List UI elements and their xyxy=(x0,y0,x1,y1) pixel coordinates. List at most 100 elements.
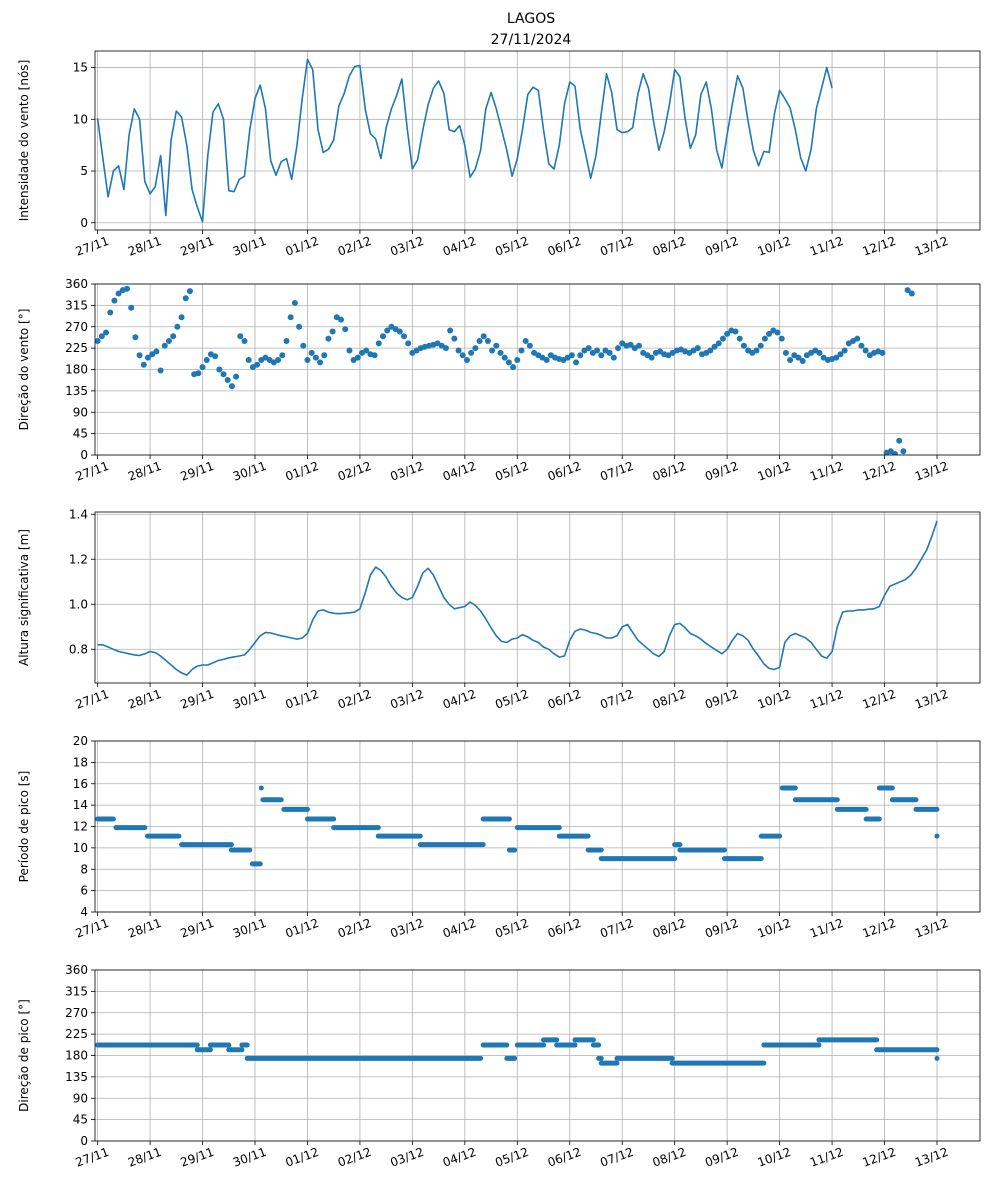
x-tick-label: 30/11 xyxy=(231,1145,268,1170)
data-point xyxy=(926,0,932,3)
x-tick-label: 12/12 xyxy=(861,916,898,941)
x-tick-label: 04/12 xyxy=(441,1145,478,1170)
y-tick-label: 270 xyxy=(65,320,88,334)
chart-panel-4: 27/11 28/11 29/11 30/11 01/12 02/12 03/12 04/12… xyxy=(17,734,981,941)
x-tick-label: 05/12 xyxy=(493,687,530,712)
data-point xyxy=(272,0,278,3)
data-point xyxy=(174,0,180,3)
y-tick-label: 18 xyxy=(73,755,88,769)
axes-frame xyxy=(94,740,981,913)
data-point xyxy=(879,349,886,356)
data-point xyxy=(514,357,521,363)
y-tick-label: 270 xyxy=(65,1006,88,1020)
y-tick-label: 6 xyxy=(80,884,88,898)
y-tick-label: 14 xyxy=(73,798,88,812)
data-point xyxy=(111,297,118,304)
data-point xyxy=(363,347,370,354)
axes-frame xyxy=(94,969,981,1142)
y-tick-label: 135 xyxy=(65,384,88,398)
data-point xyxy=(396,328,403,335)
y-tick-label: 20 xyxy=(73,734,88,748)
x-tick-label: 02/12 xyxy=(336,687,373,712)
x-tick-label: 03/12 xyxy=(388,234,425,259)
data-point xyxy=(778,335,785,342)
data-point xyxy=(128,304,135,311)
axes-frame xyxy=(94,283,981,456)
y-tick-label: 5 xyxy=(80,164,88,178)
x-tick-label: 12/12 xyxy=(861,1145,898,1170)
y-tick-label: 180 xyxy=(65,1049,88,1063)
panels-group: 27/11 28/11 29/11 30/11 01/12 02/12 03/12 04/12… xyxy=(17,0,981,1170)
x-tick-label: 30/11 xyxy=(231,687,268,712)
data-point xyxy=(451,335,458,342)
data-point xyxy=(782,349,789,356)
y-tick-label: 360 xyxy=(65,963,88,977)
x-tick-label: 10/12 xyxy=(756,687,793,712)
data-point xyxy=(472,345,479,352)
chart-panel-2: 27/11 28/11 29/11 30/11 01/12 02/12 03/12 04/12… xyxy=(17,0,981,484)
data-point xyxy=(212,353,219,360)
data-point xyxy=(442,345,449,352)
y-tick-label: 0 xyxy=(80,216,88,230)
data-point xyxy=(900,448,907,455)
data-point xyxy=(124,285,131,292)
data-point xyxy=(195,370,202,377)
y-tick-label: 1.0 xyxy=(69,597,88,611)
x-tick-label: 27/11 xyxy=(74,916,111,941)
x-tick-label: 04/12 xyxy=(441,234,478,259)
x-tick-label: 11/12 xyxy=(808,687,845,712)
x-tick-label: 29/11 xyxy=(179,459,216,484)
x-tick-label: 01/12 xyxy=(283,687,320,712)
y-tick-label: 90 xyxy=(73,405,88,419)
series-line xyxy=(96,58,833,223)
data-point xyxy=(107,309,114,316)
data-point xyxy=(573,359,580,366)
y-axis-label: Direção de pico [°] xyxy=(17,999,31,1112)
x-tick-label: 11/12 xyxy=(808,234,845,259)
data-point xyxy=(342,326,349,333)
data-point xyxy=(171,0,177,3)
data-point xyxy=(766,330,773,337)
y-tick-label: 16 xyxy=(73,777,88,791)
data-point xyxy=(300,342,307,349)
data-point xyxy=(220,371,227,378)
x-tick-label: 10/12 xyxy=(756,459,793,484)
data-point xyxy=(476,338,483,344)
data-point xyxy=(934,1055,940,1061)
data-point xyxy=(468,349,475,356)
x-tick-label: 05/12 xyxy=(493,1145,530,1170)
x-tick-label: 13/12 xyxy=(913,687,950,712)
x-tick-label: 02/12 xyxy=(336,916,373,941)
x-tick-label: 07/12 xyxy=(598,459,635,484)
data-point xyxy=(610,354,617,361)
x-tick-label: 06/12 xyxy=(546,916,583,941)
data-point xyxy=(896,437,903,444)
data-point xyxy=(308,349,315,356)
x-tick-label: 29/11 xyxy=(179,234,216,259)
x-tick-label: 12/12 xyxy=(861,687,898,712)
data-point xyxy=(178,314,185,321)
data-point xyxy=(522,338,529,344)
data-point xyxy=(459,352,466,359)
data-point xyxy=(237,333,244,340)
x-tick-label: 05/12 xyxy=(493,459,530,484)
data-point xyxy=(833,354,840,361)
x-tick-label: 06/12 xyxy=(546,687,583,712)
data-point xyxy=(740,342,747,349)
data-point xyxy=(115,290,122,297)
data-point xyxy=(329,328,336,335)
data-point xyxy=(172,0,178,3)
data-point xyxy=(799,357,806,364)
x-tick-label: 28/11 xyxy=(126,1145,163,1170)
x-tick-label: 10/12 xyxy=(756,916,793,941)
x-tick-label: 28/11 xyxy=(126,459,163,484)
data-point xyxy=(174,323,181,330)
data-point xyxy=(354,354,361,361)
x-tick-label: 02/12 xyxy=(336,234,373,259)
x-tick-label: 27/11 xyxy=(74,459,111,484)
data-point xyxy=(246,0,252,3)
data-point xyxy=(505,359,512,366)
data-point xyxy=(568,352,575,359)
x-tick-label: 01/12 xyxy=(283,916,320,941)
data-point xyxy=(858,342,865,349)
